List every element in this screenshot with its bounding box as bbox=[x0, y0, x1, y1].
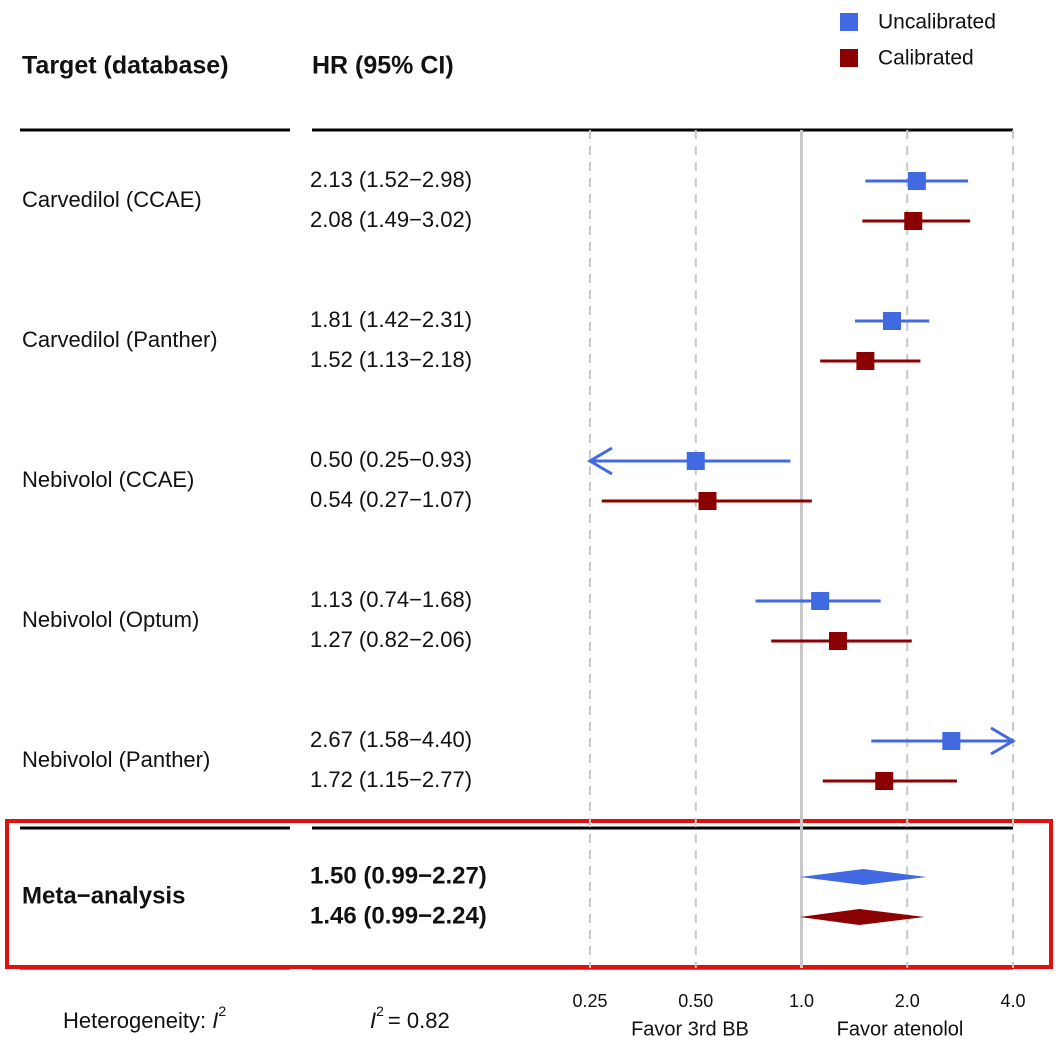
legend-label: Uncalibrated bbox=[878, 11, 996, 34]
direction-label: Favor 3rd BB bbox=[631, 1018, 749, 1040]
point-estimate bbox=[811, 592, 830, 610]
i2-symbol: I bbox=[212, 1008, 218, 1033]
legend-swatch bbox=[840, 13, 858, 31]
row-label: Nebivolol (CCAE) bbox=[22, 467, 194, 492]
header: Target (database) bbox=[22, 52, 229, 80]
point-estimate bbox=[875, 772, 894, 790]
x-tick-label: 2.0 bbox=[895, 991, 920, 1011]
i2-value: I2 = 0.82 bbox=[370, 1003, 450, 1033]
i2-label: = 0.82 bbox=[388, 1008, 450, 1033]
value-label: 2.13 (1.52−2.98) bbox=[310, 167, 472, 192]
i2-exponent: 2 bbox=[376, 1003, 384, 1019]
legend-swatch bbox=[840, 49, 858, 67]
x-tick-label: 0.25 bbox=[572, 991, 607, 1011]
point-estimate bbox=[828, 632, 847, 650]
legend-label: Calibrated bbox=[878, 47, 974, 70]
x-tick-label: 4.0 bbox=[1000, 991, 1025, 1011]
point-estimate bbox=[942, 732, 961, 750]
point-estimate bbox=[907, 172, 926, 190]
point-estimate bbox=[698, 492, 717, 510]
value-label: 0.50 (0.25−0.93) bbox=[310, 447, 472, 472]
value-label: 1.27 (0.82−2.06) bbox=[310, 627, 472, 652]
x-tick-label: 0.50 bbox=[678, 991, 713, 1011]
row-label: Carvedilol (CCAE) bbox=[22, 187, 202, 212]
plot-area bbox=[590, 179, 1013, 925]
highlight-box bbox=[5, 819, 1053, 969]
heterogeneity-text: Heterogeneity: bbox=[63, 1008, 206, 1033]
meta-diamond bbox=[799, 869, 927, 885]
meta-value-label: 1.50 (0.99−2.27) bbox=[310, 862, 487, 889]
point-estimate bbox=[904, 212, 923, 230]
point-estimate bbox=[883, 312, 902, 330]
i2-symbol: I bbox=[370, 1008, 376, 1033]
value-label: 1.81 (1.42−2.31) bbox=[310, 307, 472, 332]
value-label: 1.72 (1.15−2.77) bbox=[310, 767, 472, 792]
x-tick-label: 1.0 bbox=[789, 991, 814, 1011]
value-label: 1.13 (0.74−1.68) bbox=[310, 587, 472, 612]
header: HR (95% CI) bbox=[312, 52, 454, 80]
value-label: 2.67 (1.58−4.40) bbox=[310, 727, 472, 752]
heterogeneity-label: Heterogeneity: I2 bbox=[63, 1003, 226, 1033]
row-label: Nebivolol (Optum) bbox=[22, 607, 199, 632]
value-label: 1.52 (1.13−2.18) bbox=[310, 347, 472, 372]
value-label: 2.08 (1.49−3.02) bbox=[310, 207, 472, 232]
i2-exponent: 2 bbox=[218, 1003, 226, 1019]
meta-label: Meta−analysis bbox=[22, 882, 185, 909]
row-label: Carvedilol (Panther) bbox=[22, 327, 218, 352]
arrow-head bbox=[990, 726, 1016, 756]
meta-diamond bbox=[799, 909, 925, 925]
direction-label: Favor atenolol bbox=[837, 1018, 964, 1040]
value-label: 0.54 (0.27−1.07) bbox=[310, 487, 472, 512]
meta-value-label: 1.46 (0.99−2.24) bbox=[310, 902, 487, 929]
point-estimate bbox=[686, 452, 705, 470]
point-estimate bbox=[856, 352, 875, 370]
row-label: Nebivolol (Panther) bbox=[22, 747, 210, 772]
arrow-head bbox=[587, 446, 613, 476]
